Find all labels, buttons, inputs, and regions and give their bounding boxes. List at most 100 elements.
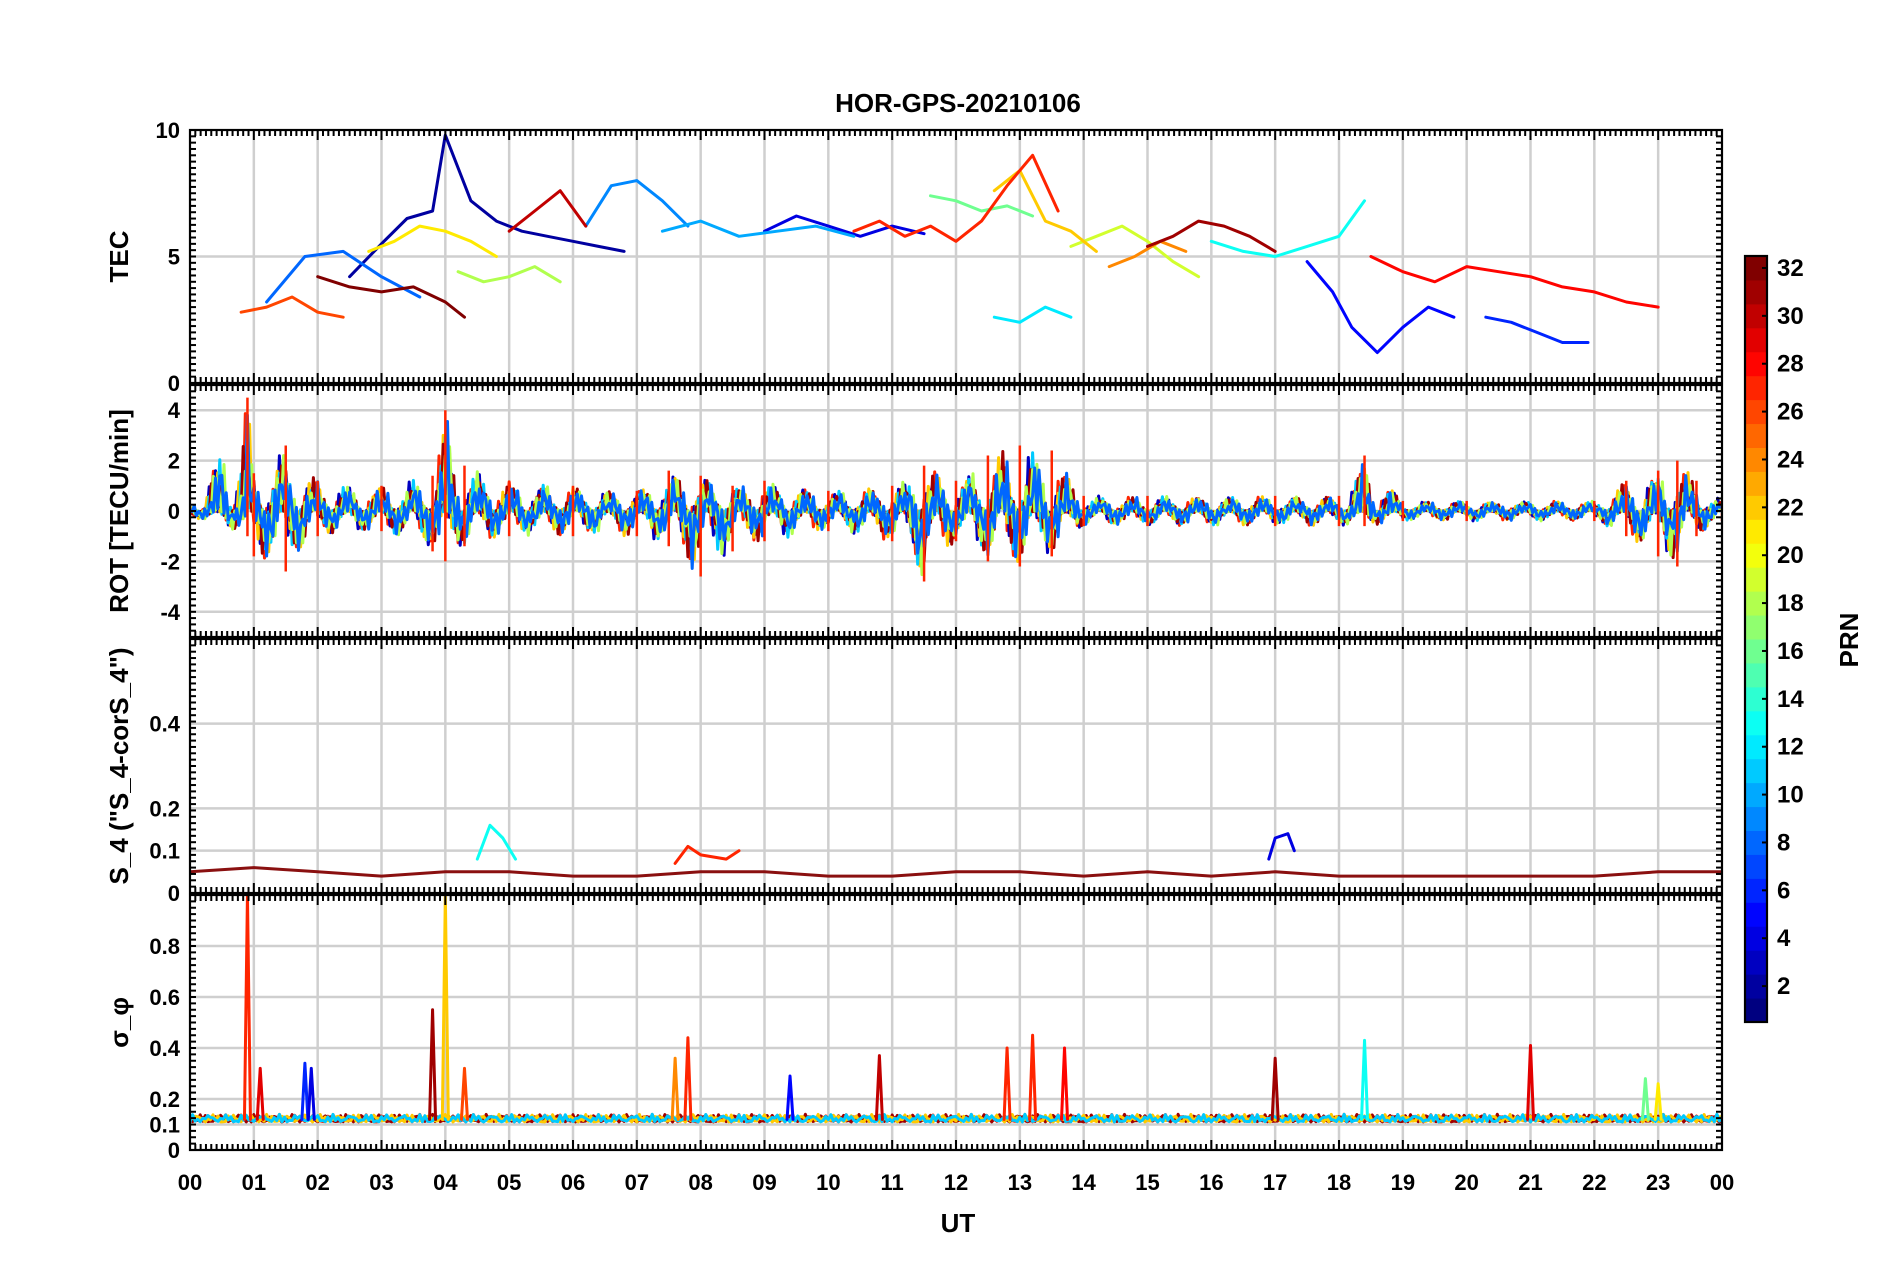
x-tick-label: 03 xyxy=(369,1170,393,1195)
x-tick-label: 12 xyxy=(944,1170,968,1195)
x-tick-label: 22 xyxy=(1582,1170,1606,1195)
panel-sigma_phi: 00.10.2 0.4 0.6 0.8 σ_φ xyxy=(104,893,1724,1163)
y-tick-label: -4 xyxy=(160,600,180,625)
y-axis-label-TEC: TEC xyxy=(104,230,134,282)
sigma-spike-prn-30 xyxy=(874,1054,884,1121)
x-tick-label: 08 xyxy=(688,1170,712,1195)
sigma-spike-prn-31 xyxy=(1270,1056,1280,1121)
data-series-prn-27 xyxy=(673,844,741,865)
colorbar-segment xyxy=(1745,615,1767,640)
colorbar-tick-label: 22 xyxy=(1777,494,1804,521)
data-series-prn-24 xyxy=(1107,239,1188,269)
panel-ROT: -4 -2 0 2 4 ROT [TECU/min] xyxy=(104,383,1724,639)
data-series-prn-12 xyxy=(992,305,1073,324)
sigma-spike-prn-29 xyxy=(1526,1043,1535,1121)
y-tick-label: 0.2 xyxy=(149,1087,180,1112)
y-tick-label: 0.8 xyxy=(149,934,180,959)
colorbar-segment xyxy=(1745,734,1767,760)
data-series-prn-32 xyxy=(316,275,466,319)
sigma-spike-prn-29 xyxy=(255,1066,265,1121)
colorbar-tick-label: 6 xyxy=(1777,877,1790,904)
sigma-spike-prn-21 xyxy=(1653,1082,1663,1121)
panel-TEC: 0 5 10 TEC xyxy=(104,118,1724,396)
data-series-prn-27 xyxy=(852,153,1060,243)
colorbar-segment xyxy=(1745,830,1767,855)
y-tick-label: 0.2 xyxy=(149,796,180,821)
colorbar-segment xyxy=(1745,327,1767,353)
colorbar-segment xyxy=(1745,878,1767,903)
x-tick-label: 01 xyxy=(242,1170,266,1195)
colorbar-segment xyxy=(1745,495,1767,520)
x-tick-label: 13 xyxy=(1008,1170,1032,1195)
colorbar-segment xyxy=(1745,950,1767,975)
panel-traces xyxy=(239,133,1660,355)
data-series-prn-5 xyxy=(1305,260,1456,355)
y-axis-label-ROT: ROT [TECU/min] xyxy=(104,409,134,613)
y-tick-label: 0.4 xyxy=(149,712,180,737)
colorbar-segment xyxy=(1745,423,1767,448)
data-series-prn-baseline xyxy=(190,866,1722,878)
y-tick-label: 0 xyxy=(168,499,180,524)
colorbar-segment xyxy=(1745,591,1767,616)
data-series-prn-21 xyxy=(367,224,498,258)
colorbar-segment xyxy=(1745,279,1767,305)
x-tick-label: 00 xyxy=(178,1170,202,1195)
colorbar-segment xyxy=(1745,567,1767,592)
colorbar-tick-label: 28 xyxy=(1777,351,1804,378)
data-series-prn-8 xyxy=(265,249,422,304)
data-series-prn-4 xyxy=(763,214,926,238)
colorbar-segment xyxy=(1745,375,1767,401)
y-tick-label: 0 xyxy=(168,1138,180,1163)
x-tick-label: 00 xyxy=(1710,1170,1734,1195)
colorbar-tick-label: 18 xyxy=(1777,590,1804,617)
colorbar-tick-label: 14 xyxy=(1777,686,1804,713)
data-series-prn-13 xyxy=(475,823,517,861)
data-series-prn-19 xyxy=(1069,224,1201,279)
x-tick-label: 11 xyxy=(881,1170,904,1195)
data-series-prn-9 xyxy=(584,179,690,228)
x-tick-label: 20 xyxy=(1454,1170,1478,1195)
colorbar-segment xyxy=(1745,662,1767,688)
x-tick-label: 09 xyxy=(752,1170,776,1195)
panel-traces xyxy=(190,397,1722,582)
y-tick-label: 10 xyxy=(156,118,180,143)
data-series-prn-16 xyxy=(929,194,1035,218)
colorbar-segment xyxy=(1745,854,1767,879)
colorbar-segment xyxy=(1745,519,1767,544)
colorbar-tick-label: 2 xyxy=(1777,973,1790,1000)
y-tick-label: 0 xyxy=(168,881,180,906)
x-tick-label: 19 xyxy=(1391,1170,1415,1195)
sigma-spike-prn-27 xyxy=(1002,1046,1012,1121)
x-tick-label: 04 xyxy=(433,1170,458,1195)
colorbar-segment xyxy=(1745,974,1767,999)
colorbar-tick-label: 24 xyxy=(1777,446,1804,473)
sigma-spike-prn-27 xyxy=(683,1036,693,1121)
colorbar-segment xyxy=(1745,998,1767,1023)
data-series-prn-22 xyxy=(992,169,1098,253)
colorbar-tick-label: 16 xyxy=(1777,638,1804,665)
colorbar-segment xyxy=(1745,543,1767,568)
y-tick-label: 0.1 xyxy=(149,839,180,864)
x-tick-label: 05 xyxy=(497,1170,521,1195)
y-axis-label-S4: S_4 ("S_4-corS_4") xyxy=(104,647,134,884)
data-series-prn-10 xyxy=(660,219,856,238)
x-axis-tick-labels: 00 01 02 03 04 05 06 07 08 09 10 11 12 13 14 15 16 17 18 19… xyxy=(178,1170,1734,1195)
panel-traces xyxy=(190,823,1722,878)
colorbar-tick-label: 26 xyxy=(1777,399,1804,426)
x-tick-label: 21 xyxy=(1518,1170,1542,1195)
y-axis-label-sigma_phi: σ_φ xyxy=(104,997,134,1048)
colorbar-segment xyxy=(1745,351,1767,377)
x-tick-label: 16 xyxy=(1199,1170,1223,1195)
colorbar-segment xyxy=(1745,782,1767,808)
x-tick-label: 07 xyxy=(625,1170,649,1195)
data-series-prn-4 xyxy=(1267,832,1296,861)
y-tick-label: 0.4 xyxy=(149,1036,180,1061)
data-series-prn-6 xyxy=(1484,315,1590,344)
colorbar-segment xyxy=(1745,471,1767,496)
sigma-spike-prn-4 xyxy=(306,1066,316,1121)
colorbar-segment xyxy=(1745,902,1767,927)
x-tick-label: 15 xyxy=(1135,1170,1159,1195)
